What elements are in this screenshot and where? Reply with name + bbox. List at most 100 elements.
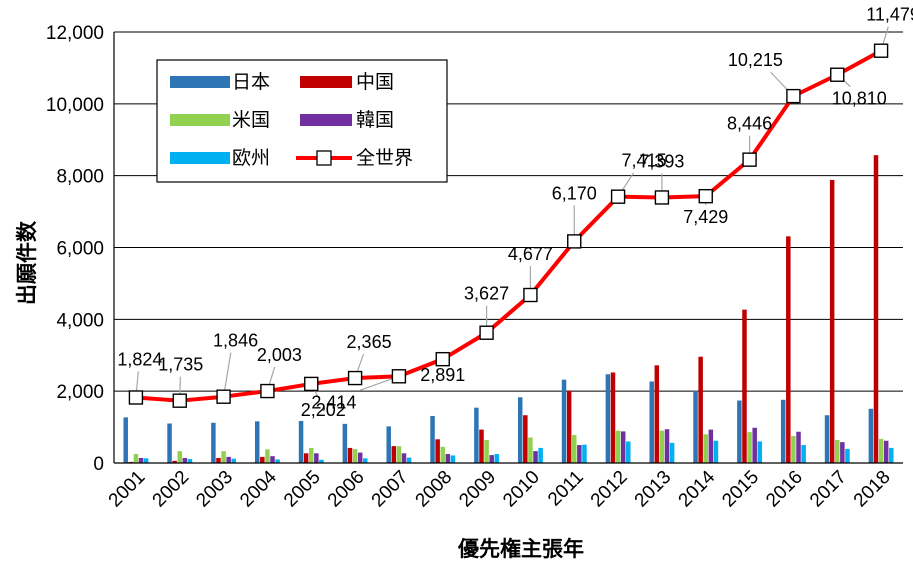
line-marker xyxy=(830,67,845,82)
line-marker xyxy=(567,234,582,249)
line-data-label: 1,735 xyxy=(158,355,203,375)
legend-label: 中国 xyxy=(356,71,394,93)
bar-韓国 xyxy=(883,440,889,463)
legend-label: 日本 xyxy=(232,71,270,93)
bar-米国 xyxy=(177,451,182,463)
bar-日本 xyxy=(254,421,260,463)
bar-中国 xyxy=(610,372,616,463)
bar-韓国 xyxy=(796,431,801,463)
bar-日本 xyxy=(605,374,611,463)
y-tick-label: 8,000 xyxy=(56,167,104,188)
line-marker xyxy=(742,152,757,167)
x-tick-label: 2011 xyxy=(544,467,588,511)
line-data-label: 1,824 xyxy=(117,349,162,369)
bar-日本 xyxy=(386,426,391,463)
bar-米国 xyxy=(396,446,402,463)
bar-韓国 xyxy=(401,453,407,463)
line-data-label: 11,479 xyxy=(866,5,913,25)
bar-日本 xyxy=(693,390,698,463)
bar-欧州 xyxy=(275,459,280,463)
legend-swatch-marker xyxy=(316,150,332,166)
bar-米国 xyxy=(440,446,445,463)
legend-swatch-欧州 xyxy=(170,152,230,164)
bar-欧州 xyxy=(538,447,543,463)
legend-label: 米国 xyxy=(232,109,270,131)
bar-日本 xyxy=(342,423,348,463)
bar-韓国 xyxy=(620,431,626,463)
line-marker xyxy=(435,351,450,367)
line-marker xyxy=(347,370,363,386)
x-axis-title: 優先権主張年 xyxy=(457,537,584,561)
x-tick-label: 2015 xyxy=(718,467,763,512)
bar-韓国 xyxy=(182,457,188,463)
line-marker xyxy=(391,369,407,384)
x-tick-label: 2016 xyxy=(762,467,807,512)
x-tick-label: 2009 xyxy=(455,467,500,512)
line-marker xyxy=(128,390,144,405)
bar-欧州 xyxy=(363,458,368,463)
line-data-label: 2,003 xyxy=(257,345,302,365)
line-marker xyxy=(873,43,889,58)
y-tick-label: 2,000 xyxy=(56,382,104,403)
bar-中国 xyxy=(829,179,835,463)
y-axis-title: 出願件数 xyxy=(15,220,39,305)
y-tick-label: 10,000 xyxy=(46,95,104,116)
bar-米国 xyxy=(309,447,314,463)
bar-欧州 xyxy=(450,455,456,463)
bar-中国 xyxy=(566,390,572,463)
bar-韓国 xyxy=(577,445,582,463)
line-data-label: 7,429 xyxy=(683,207,728,227)
bar-日本 xyxy=(649,381,654,463)
bar-中国 xyxy=(523,415,528,463)
bar-米国 xyxy=(703,434,708,463)
line-marker xyxy=(479,325,494,340)
line-data-label: 2,891 xyxy=(420,365,465,385)
x-tick-label: 2012 xyxy=(587,467,632,512)
y-tick-label: 0 xyxy=(93,454,104,475)
line-data-label: 2,365 xyxy=(347,332,392,352)
label-leader-line xyxy=(222,352,232,397)
bar-米国 xyxy=(484,440,489,463)
bar-中国 xyxy=(873,155,879,464)
legend-swatch-日本 xyxy=(170,76,230,88)
x-tick-label: 2006 xyxy=(324,467,369,512)
bar-米国 xyxy=(352,448,358,463)
bar-欧州 xyxy=(845,448,850,463)
line-marker xyxy=(523,287,538,303)
line-marker xyxy=(610,189,626,204)
x-tick-label: 2014 xyxy=(675,466,720,511)
bar-韓国 xyxy=(445,454,451,463)
legend-swatch-米国 xyxy=(170,114,230,126)
bar-欧州 xyxy=(626,441,631,463)
bar-中国 xyxy=(479,429,484,463)
bar-中国 xyxy=(698,356,703,463)
line-data-label: 10,810 xyxy=(832,89,887,109)
bar-韓国 xyxy=(270,456,275,463)
bar-韓国 xyxy=(752,427,757,463)
bar-中国 xyxy=(347,447,353,463)
bar-米国 xyxy=(265,449,270,463)
bar-米国 xyxy=(528,437,533,463)
bar-中国 xyxy=(742,309,747,463)
line-data-label: 8,446 xyxy=(727,114,772,134)
bar-米国 xyxy=(835,440,840,463)
y-tick-label: 4,000 xyxy=(56,310,104,331)
x-tick-label: 2002 xyxy=(149,467,194,512)
bar-欧州 xyxy=(494,454,500,463)
bar-中国 xyxy=(216,457,221,463)
bar-日本 xyxy=(123,417,128,463)
bar-米国 xyxy=(747,432,752,463)
bar-韓国 xyxy=(533,451,538,463)
bar-米国 xyxy=(572,434,577,463)
line-marker xyxy=(172,393,187,408)
bar-米国 xyxy=(659,430,665,463)
x-tick-label: 2001 xyxy=(105,467,150,512)
bar-日本 xyxy=(167,423,172,463)
line-data-label: 2,414 xyxy=(311,392,356,412)
bar-中国 xyxy=(654,365,660,463)
bar-日本 xyxy=(298,420,304,463)
x-tick-label: 2010 xyxy=(499,467,544,512)
line-marker xyxy=(260,383,275,399)
